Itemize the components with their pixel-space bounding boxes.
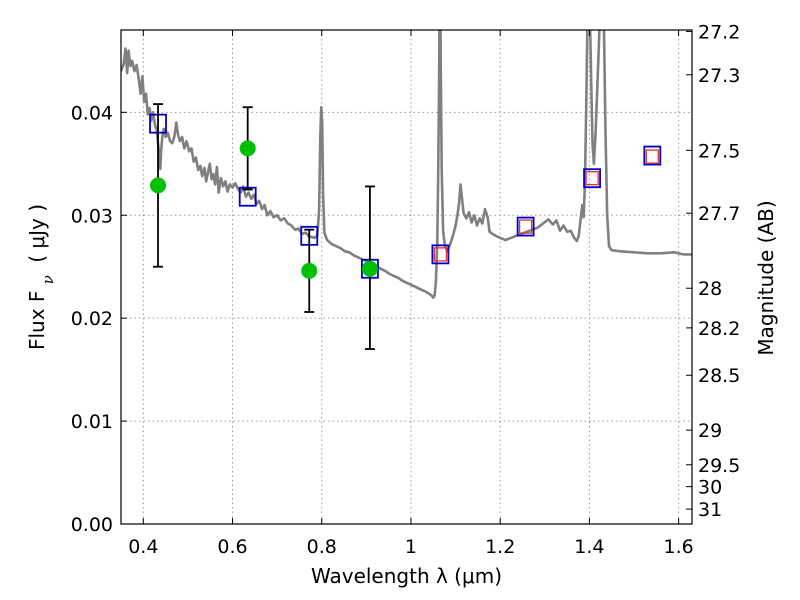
y-tick-label: 0.04: [71, 102, 113, 124]
y2-tick-label: 28.5: [698, 365, 740, 387]
y2-tick-label: 27.3: [698, 65, 740, 87]
model-box-point: [516, 216, 535, 237]
observed-point: [150, 177, 167, 194]
axis-ticks: 0.4 0.6 0.8 1 1.2 1.4 1.6 0.00 0.01 0.02 0.03 0.04 2…: [71, 21, 741, 558]
y2-tick-label: 30: [698, 477, 722, 499]
template-spectrum-line: [121, 30, 692, 299]
y-axis-label: Flux F ν ( μJy ): [25, 204, 57, 350]
model-box-point: [643, 145, 662, 166]
y-axis-label-subscript: ν: [39, 275, 57, 284]
y2-tick-label: 27.5: [698, 140, 740, 162]
axis-labels: Wavelength λ (μm) Flux F ν ( μJy ) Magni…: [25, 200, 778, 588]
model-inner-point: [585, 171, 599, 186]
y-tick-label: 0.01: [71, 411, 113, 433]
x-tick-label: 0.8: [307, 536, 337, 558]
model-box-point: [431, 244, 450, 265]
x-tick-label: 1.4: [574, 536, 604, 558]
x-tick-label: 1: [405, 536, 417, 558]
observed-point: [301, 262, 318, 279]
x-tick-label: 0.6: [217, 536, 247, 558]
y2-tick-label: 27.2: [698, 21, 740, 43]
y2-tick-label: 28.2: [698, 318, 740, 340]
x-axis-label: Wavelength λ (μm): [311, 564, 502, 588]
y2-tick-label: 31: [698, 499, 722, 521]
y-axis-label-unit: ( μJy ): [25, 204, 49, 263]
y-tick-label: 0.00: [71, 514, 113, 536]
model-inner-point: [518, 219, 533, 234]
y2-axis-label: Magnitude (AB): [754, 200, 778, 355]
y-tick-label: 0.02: [71, 308, 113, 330]
y2-tick-label: 29.5: [698, 455, 740, 477]
observed-point: [239, 140, 256, 157]
x-tick-label: 1.6: [664, 536, 694, 558]
plot-area: [121, 30, 692, 350]
model-box-point: [583, 168, 601, 189]
x-tick-label: 0.4: [128, 536, 158, 558]
y-axis-label-text: Flux F: [25, 291, 49, 350]
plot-frame: [120, 29, 693, 525]
y2-tick-label: 27.7: [698, 203, 740, 225]
x-tick-label: 1.2: [485, 536, 515, 558]
observed-point: [361, 260, 378, 277]
y-tick-label: 0.03: [71, 205, 113, 227]
model-inner-point: [645, 149, 659, 164]
model-inner-point: [433, 247, 448, 262]
y2-tick-label: 29: [698, 420, 722, 442]
y2-tick-label: 28: [698, 278, 722, 300]
